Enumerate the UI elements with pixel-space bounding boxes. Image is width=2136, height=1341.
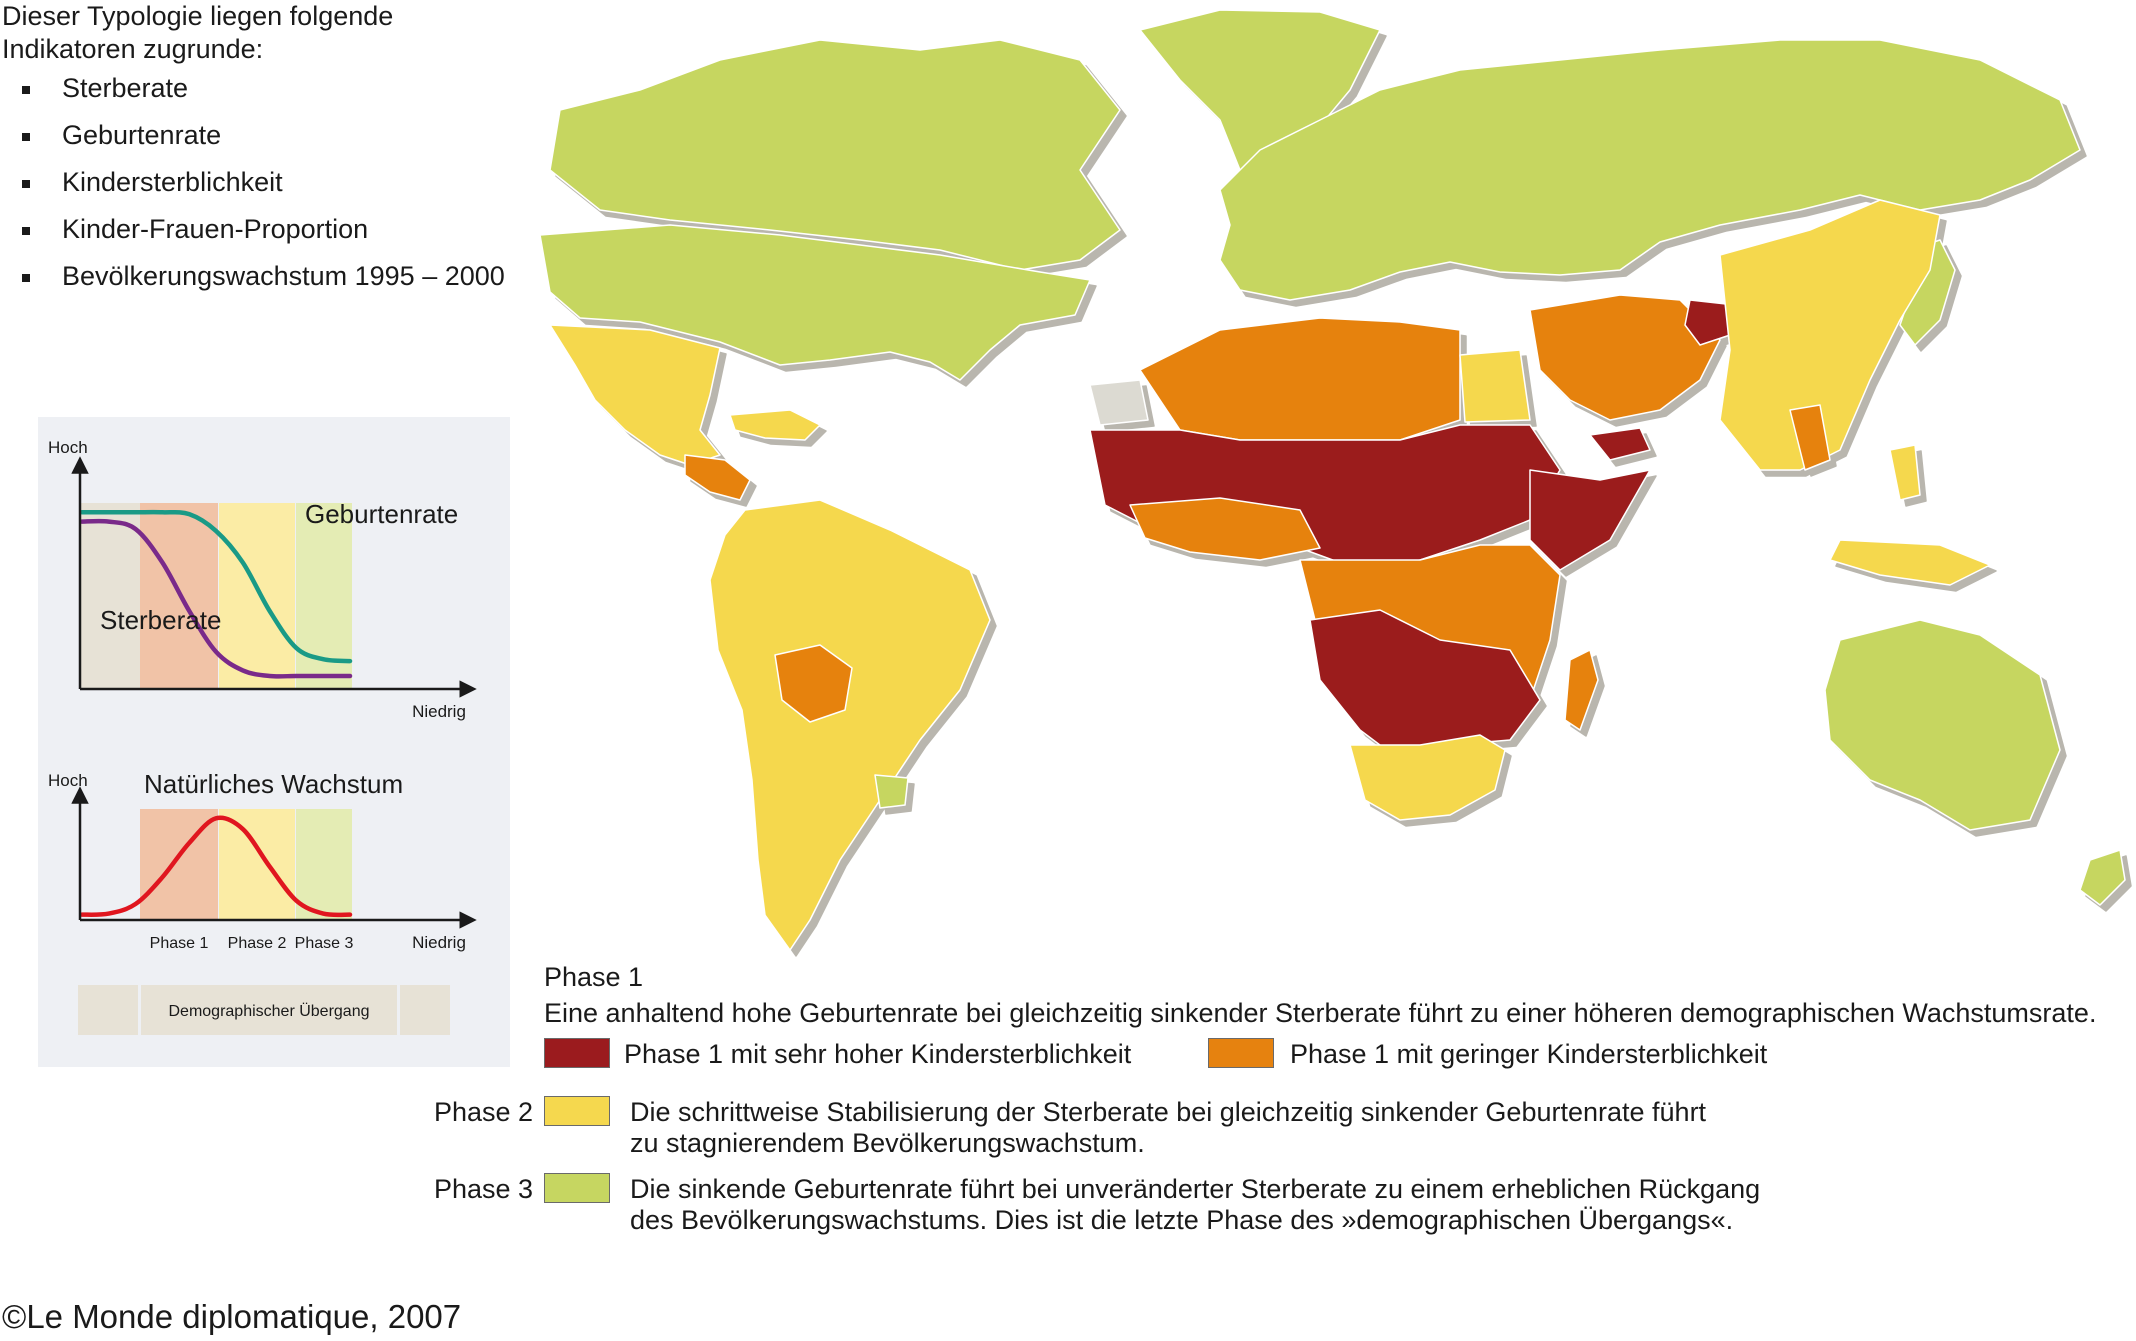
region-asia-phase-2 [1719, 199, 1941, 471]
legend-swatch-phase-3 [544, 1173, 610, 1203]
region-bolivia [774, 644, 853, 723]
region-south-central-africa [1309, 609, 1541, 761]
transition-bar-left [78, 985, 138, 1035]
region-uruguay [874, 774, 909, 809]
region-usa [539, 224, 1091, 381]
transition-diagram: Hoch Geburtenrate Sterberate Niedrig Hoc… [48, 438, 477, 1035]
rates-chart: Hoch Geburtenrate Sterberate Niedrig [48, 438, 477, 721]
region-indochina [1789, 404, 1831, 471]
indicator-item: Bevölkerungswachstum 1995 – 2000 [22, 260, 505, 307]
phase-2-line-1: Die schrittweise Stabilisierung der Ster… [630, 1097, 1707, 1127]
rates-y-label: Hoch [48, 438, 88, 457]
transition-bar: Demographischer Übergang [78, 985, 450, 1035]
indicator-item: Kindersterblichkeit [22, 166, 505, 213]
region-middle-east [1529, 294, 1721, 421]
region-west-africa-coast [1129, 497, 1321, 561]
phase-3-line-2: des Bevölkerungswachstums. Dies ist die … [630, 1205, 1734, 1235]
indicator-item: Kinder-Frauen-Proportion [22, 213, 505, 260]
region-maritime-asia [1829, 539, 1991, 586]
rates-x-label: Niedrig [412, 702, 466, 721]
phase-3-line-1: Die sinkende Geburtenrate führt bei unve… [630, 1174, 1761, 1204]
region-caribbean [729, 409, 821, 441]
legend-swatch-phase-1-low [1208, 1038, 1274, 1068]
band-phase-2 [219, 503, 295, 689]
phase-2-label: Phase 2 [228, 935, 287, 952]
region-southern-africa [1349, 734, 1506, 821]
growth-x-label: Niedrig [412, 933, 466, 952]
phase-1-heading: Phase 1 [544, 962, 644, 992]
growth-y-label: Hoch [48, 771, 88, 790]
region-horn-of-africa [1529, 469, 1651, 571]
region-new-zealand [2079, 849, 2126, 906]
birth-rate-line [79, 509, 353, 664]
indicator-item: Sterberate [22, 72, 505, 119]
death-rate-label: Sterberate [100, 605, 221, 635]
region-south-america [709, 499, 991, 951]
growth-band-phase-3 [296, 809, 352, 920]
region-north-africa [1139, 317, 1461, 441]
region-central-america [684, 454, 751, 501]
transition-bar-right [400, 985, 450, 1035]
region-egypt [1459, 349, 1531, 423]
phase-1-description: Eine anhaltend hohe Geburtenrate bei gle… [544, 998, 2097, 1028]
region-australia [1824, 619, 2061, 831]
intro-line-1: Dieser Typologie liegen folgende [2, 1, 394, 31]
region-yemen [1589, 427, 1651, 461]
region-western-sahara [1089, 379, 1149, 426]
legend-swatch-phase-1-very-high [544, 1038, 610, 1068]
transition-bar-middle [141, 985, 397, 1035]
birth-rate-label: Geburtenrate [305, 499, 458, 529]
intro-line-2: Indikatoren zugrunde: [2, 34, 264, 64]
phase-1-label: Phase 1 [150, 935, 209, 952]
death-rate-line [79, 518, 353, 679]
indicators-intro: Dieser Typologie liegen folgende Indikat… [2, 0, 502, 66]
transition-diagram-panel: Hoch Geburtenrate Sterberate Niedrig Hoc… [38, 417, 510, 1067]
phase-3-label: Phase 3 [295, 935, 354, 952]
phase-2-line-2: zu stagnierendem Bevölkerungswachstum. [630, 1128, 1145, 1158]
growth-title: Natürliches Wachstum [144, 769, 403, 799]
transition-label: Demographischer Übergang [169, 1002, 370, 1020]
growth-band-phase-2 [219, 809, 295, 920]
indicator-list: Sterberate Geburtenrate Kindersterblichk… [22, 72, 505, 307]
growth-chart: Hoch Natürliches Wachstum Phase 1 Phase … [48, 769, 477, 952]
region-philippines [1889, 444, 1921, 501]
legend-label-phase-1-very-high: Phase 1 mit sehr hoher Kindersterblichke… [624, 1039, 1132, 1069]
region-madagascar [1564, 649, 1599, 731]
rates-lines [79, 509, 353, 679]
region-mexico [549, 324, 721, 466]
phase-3-heading: Phase 3 [434, 1174, 534, 1204]
legend-label-phase-1-low: Phase 1 mit geringer Kindersterblichkeit [1290, 1039, 1768, 1069]
world-map [539, 9, 2126, 951]
copyright: ©Le Monde diplomatique, 2007 [2, 1298, 462, 1335]
legend-swatch-phase-2 [544, 1096, 610, 1126]
phase-2-heading: Phase 2 [434, 1097, 534, 1127]
growth-lines [79, 815, 353, 918]
natural-growth-line [79, 815, 353, 918]
indicator-item: Geburtenrate [22, 119, 505, 166]
band-pre [80, 503, 140, 689]
region-canada-alaska [549, 39, 1121, 271]
